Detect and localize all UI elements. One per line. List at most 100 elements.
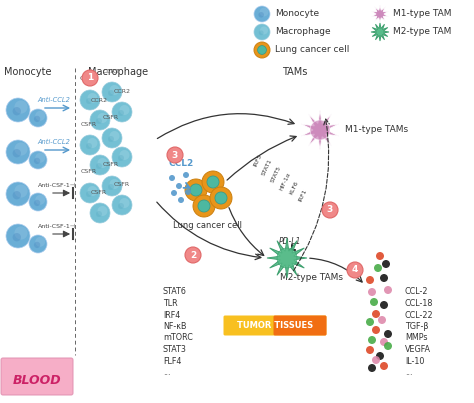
Circle shape — [109, 131, 119, 141]
Circle shape — [6, 224, 30, 248]
Circle shape — [108, 136, 114, 142]
Circle shape — [13, 191, 21, 199]
Circle shape — [119, 105, 129, 115]
Circle shape — [384, 286, 392, 294]
Text: CCL-2: CCL-2 — [405, 287, 428, 297]
Text: TAMs: TAMs — [283, 67, 308, 77]
Text: Anti-CCL2: Anti-CCL2 — [37, 97, 70, 103]
Circle shape — [376, 28, 384, 36]
Circle shape — [368, 336, 376, 344]
Circle shape — [380, 338, 388, 346]
Text: Monocyte: Monocyte — [4, 67, 52, 77]
Polygon shape — [301, 110, 339, 150]
Circle shape — [193, 195, 215, 217]
Circle shape — [112, 102, 132, 122]
Circle shape — [382, 260, 390, 268]
Circle shape — [372, 326, 380, 334]
Text: M2-type TAM: M2-type TAM — [393, 27, 451, 37]
Circle shape — [380, 301, 388, 309]
Text: MMPs: MMPs — [405, 334, 428, 343]
Circle shape — [14, 142, 27, 156]
Text: Anti-CSF-1⊣: Anti-CSF-1⊣ — [38, 183, 76, 188]
Circle shape — [90, 203, 110, 223]
Circle shape — [378, 316, 386, 324]
Circle shape — [185, 179, 207, 201]
Polygon shape — [372, 5, 389, 23]
Circle shape — [215, 192, 227, 204]
Text: BLOOD: BLOOD — [13, 374, 61, 386]
Circle shape — [34, 242, 40, 248]
Text: IL-10: IL-10 — [405, 357, 424, 366]
Text: PD-L1: PD-L1 — [279, 237, 301, 247]
Text: Monocyte: Monocyte — [275, 10, 319, 19]
Circle shape — [14, 100, 27, 114]
Text: M1-type TAM: M1-type TAM — [393, 10, 452, 19]
Text: CCR2: CCR2 — [91, 98, 108, 103]
Text: IRF4: IRF4 — [163, 310, 180, 320]
Circle shape — [102, 82, 122, 102]
Text: VEGFA: VEGFA — [405, 345, 431, 354]
Circle shape — [102, 176, 122, 196]
Circle shape — [29, 193, 47, 211]
Circle shape — [80, 135, 100, 155]
Circle shape — [207, 176, 219, 188]
Circle shape — [29, 235, 47, 253]
Circle shape — [112, 147, 132, 167]
Circle shape — [368, 364, 376, 372]
Circle shape — [88, 93, 98, 103]
Text: Anti-CSF-1⊣: Anti-CSF-1⊣ — [38, 224, 76, 229]
FancyBboxPatch shape — [273, 316, 327, 336]
Text: 3: 3 — [327, 206, 333, 214]
Circle shape — [35, 111, 45, 121]
Circle shape — [13, 149, 21, 158]
Circle shape — [6, 182, 30, 206]
Circle shape — [375, 9, 385, 19]
Circle shape — [376, 252, 384, 260]
Circle shape — [119, 198, 129, 208]
Text: Lung cancer cell: Lung cancer cell — [173, 220, 243, 229]
Text: CSFR: CSFR — [81, 169, 97, 174]
Circle shape — [98, 206, 108, 216]
Text: HIF-1α: HIF-1α — [279, 171, 292, 191]
Text: CSFR: CSFR — [103, 115, 119, 120]
Circle shape — [119, 150, 129, 160]
Circle shape — [374, 264, 382, 272]
Text: STAT1: STAT1 — [261, 158, 273, 176]
Text: CSFR: CSFR — [91, 190, 107, 195]
Text: TLR: TLR — [163, 299, 178, 308]
Circle shape — [258, 12, 264, 18]
Circle shape — [118, 110, 124, 116]
Text: NF-κB: NF-κB — [163, 322, 186, 331]
Text: CCR2: CCR2 — [113, 89, 130, 94]
Circle shape — [109, 85, 119, 95]
Text: FLF4: FLF4 — [163, 357, 182, 366]
Circle shape — [176, 183, 182, 189]
Text: M2-type TAMs: M2-type TAMs — [280, 274, 343, 283]
Circle shape — [259, 30, 264, 35]
Text: CCL2: CCL2 — [168, 158, 193, 168]
Text: Macrophage: Macrophage — [275, 27, 331, 37]
Circle shape — [29, 109, 47, 127]
Circle shape — [376, 352, 384, 360]
Circle shape — [96, 163, 102, 169]
Circle shape — [190, 184, 202, 196]
Circle shape — [108, 90, 114, 96]
Circle shape — [260, 27, 268, 34]
Circle shape — [254, 6, 270, 22]
Text: CCL-18: CCL-18 — [405, 299, 433, 308]
Text: STAT3: STAT3 — [163, 345, 187, 354]
Polygon shape — [267, 238, 307, 278]
Text: Anti-CCL2: Anti-CCL2 — [37, 139, 70, 145]
Polygon shape — [371, 23, 389, 41]
Text: mTORC: mTORC — [163, 334, 193, 343]
Text: IRF5: IRF5 — [253, 153, 263, 167]
Circle shape — [35, 237, 45, 247]
Text: CCR2: CCR2 — [102, 69, 119, 74]
Text: 1: 1 — [87, 73, 93, 83]
Circle shape — [98, 113, 108, 123]
Circle shape — [118, 155, 124, 161]
Circle shape — [347, 262, 363, 278]
Text: 4: 4 — [352, 266, 358, 274]
Text: CSFR: CSFR — [114, 182, 130, 187]
Circle shape — [210, 187, 232, 209]
